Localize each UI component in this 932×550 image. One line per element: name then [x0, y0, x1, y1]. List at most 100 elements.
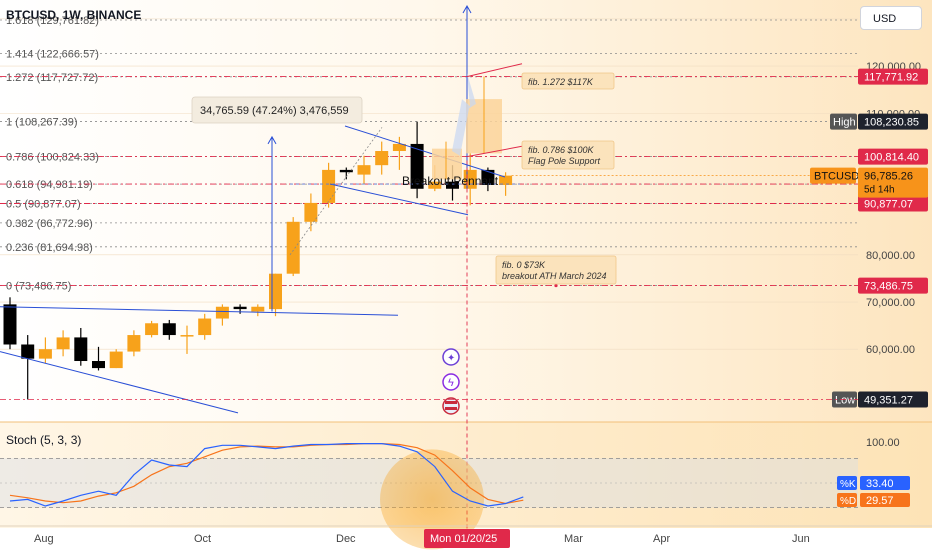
measure-label-box — [191, 96, 363, 124]
pennant-upper-line — [344, 125, 506, 178]
candle-body — [251, 306, 265, 312]
candle-body — [481, 169, 495, 185]
event-star-icon[interactable] — [442, 348, 460, 366]
candle-body — [145, 323, 159, 336]
candle-body — [233, 306, 247, 310]
candle-body — [410, 143, 424, 189]
stoch-d-label-bg — [837, 493, 857, 507]
price-axis-tick: 80,000.00 — [866, 250, 915, 262]
fib-label: 1.618 (129,761.82) — [6, 15, 99, 27]
fib0-note-text: breakout ATH March 2024 — [502, 271, 607, 281]
candle-body — [499, 175, 513, 185]
high-value: 108,230.85 — [864, 117, 919, 129]
candle-body — [428, 181, 442, 189]
level-tag: 117,771.92 — [864, 72, 918, 84]
price-axis-tick: 60,000.00 — [866, 344, 915, 356]
stoch-axis-label: 100.00 — [866, 437, 900, 449]
candle-body — [109, 351, 123, 369]
low-value-bg — [858, 391, 928, 408]
measure-arrowhead — [267, 135, 277, 145]
fib786-note-text: fib. 0.786 $100K — [528, 145, 595, 155]
fib-label: 0.5 (90,877.07) — [6, 199, 81, 211]
price-axis-tick: 70,000.00 — [866, 297, 915, 309]
fib1272-pointer — [466, 63, 523, 78]
date-highlight: Mon 01/20/25 — [430, 533, 497, 545]
main-pane-background — [0, 0, 932, 422]
fib-label: 1.414 (122,666.57) — [6, 48, 99, 60]
lightning-glyph: ϟ — [448, 377, 454, 389]
target-arrowhead — [462, 4, 472, 14]
stoch-k-label: %K — [840, 479, 856, 490]
time-axis-label: Aug — [34, 533, 54, 545]
date-highlight-bg — [424, 529, 510, 548]
fib-label: 0.618 (94,981.19) — [6, 179, 93, 191]
candle-body — [74, 337, 88, 362]
us-flag-icon[interactable] — [442, 397, 460, 415]
pennant-lower-line — [329, 183, 469, 216]
candle-body — [322, 169, 336, 203]
candle-body — [215, 306, 229, 319]
stoch-title: Stoch (5, 3, 3) — [6, 433, 82, 447]
candle-body — [3, 304, 17, 345]
candle-body — [446, 181, 459, 189]
event-lightning-icon[interactable] — [442, 373, 460, 391]
fib-label: 1.272 (117,727.72) — [6, 72, 98, 84]
candle-body — [162, 323, 176, 336]
level-tag: 100,814.40 — [864, 152, 919, 164]
candle-body — [92, 361, 105, 369]
time-axis-label: Mar — [564, 533, 583, 545]
high-value-bg — [858, 113, 928, 130]
fib0-pointer-dot — [554, 283, 558, 288]
candle-body — [357, 165, 371, 175]
high-label: High — [833, 117, 856, 129]
fib0-note-box — [495, 255, 617, 285]
stoch-k-value-bg — [860, 476, 910, 490]
flag-stripe — [445, 407, 457, 410]
low-value: 49,351.27 — [864, 394, 913, 406]
candle-body — [56, 337, 70, 350]
candle-body — [38, 349, 52, 359]
symbol-tag-bg — [810, 167, 856, 184]
fib1272-note-box — [521, 72, 615, 90]
candle-body — [339, 169, 353, 173]
measure-label: 34,765.59 (47.24%) 3,476,559 — [200, 105, 349, 117]
level-tag-bg — [858, 148, 928, 165]
time-axis-label: Oct — [194, 533, 211, 545]
fib-label: 0.236 (81,694.98) — [6, 242, 93, 254]
time-axis-label: Dec — [336, 533, 356, 545]
fib786-note-text: Flag Pole Support — [528, 156, 601, 166]
fib786-note-box — [521, 140, 615, 170]
level-tag-bg — [858, 277, 928, 294]
candle-body — [392, 143, 406, 152]
current-price: 96,785.26 — [864, 171, 913, 183]
fib-label: 0 (73,486.75) — [6, 281, 71, 293]
fib0-note-text: fib. 0 $73K — [502, 260, 546, 270]
candle-body — [304, 202, 318, 222]
candle-body — [375, 151, 389, 166]
stoch-d-line — [9, 443, 524, 505]
stoch-highlight-circle — [380, 449, 484, 550]
channel-upper-line — [0, 306, 399, 316]
level-tag-bg — [858, 68, 928, 85]
stoch-k-value: 33.40 — [866, 478, 894, 490]
channel-lower-line — [0, 351, 239, 414]
fib-label: 0.382 (86,772.96) — [6, 218, 93, 230]
candle-body — [198, 318, 212, 336]
stoch-d-label: %D — [840, 496, 856, 507]
fib-label: 1 (108,267.39) — [6, 116, 78, 128]
candle-body — [127, 335, 141, 352]
time-axis-label: Apr — [653, 533, 670, 545]
level-tag-bg — [858, 195, 928, 212]
level-tag: 90,877.07 — [864, 199, 913, 211]
star-glyph: ✦ — [447, 353, 455, 364]
high-label-bg — [830, 113, 857, 130]
symbol-tag: BTCUSD — [814, 171, 859, 183]
countdown: 5d 14h — [864, 185, 895, 196]
current-price-tag-bg — [858, 167, 928, 198]
currency-button[interactable]: USD — [860, 6, 922, 30]
candle-body — [269, 273, 282, 310]
stoch-d-value-bg — [860, 493, 910, 507]
candle-body — [286, 221, 300, 274]
stoch-d-value: 29.57 — [866, 495, 894, 507]
